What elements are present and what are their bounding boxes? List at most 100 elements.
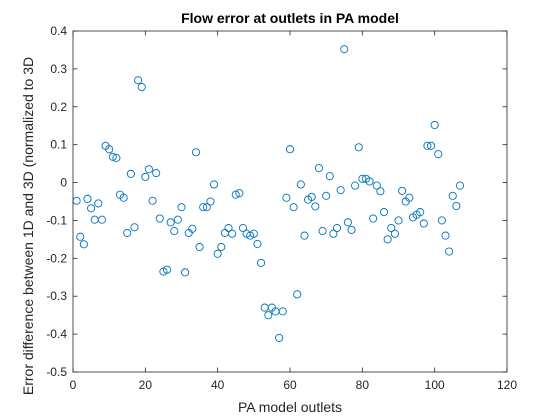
data-point bbox=[249, 229, 258, 238]
data-point bbox=[307, 192, 316, 202]
data-point bbox=[325, 172, 334, 181]
data-point bbox=[220, 228, 229, 237]
x-tick-label: 20 bbox=[139, 378, 153, 392]
y-tick-label: 0 bbox=[60, 176, 67, 190]
data-point bbox=[347, 225, 356, 234]
data-point bbox=[372, 181, 381, 190]
data-point bbox=[278, 307, 287, 316]
data-point bbox=[119, 193, 128, 202]
y-tick-label: -0.3 bbox=[46, 289, 67, 303]
data-point bbox=[191, 148, 201, 157]
data-point bbox=[123, 228, 132, 237]
data-point bbox=[351, 181, 360, 190]
data-point bbox=[105, 145, 114, 154]
data-point bbox=[332, 223, 342, 233]
data-point bbox=[369, 214, 378, 223]
y-tick-label: 0.1 bbox=[50, 138, 67, 152]
x-tick-label: 100 bbox=[425, 378, 445, 392]
data-point bbox=[394, 216, 403, 225]
data-point bbox=[405, 193, 414, 202]
data-point bbox=[257, 258, 266, 267]
data-point bbox=[285, 145, 295, 154]
data-point bbox=[141, 172, 150, 181]
x-tick-label: 120 bbox=[497, 378, 517, 392]
y-tick-label: -0.2 bbox=[46, 251, 67, 265]
x-tick-label: 80 bbox=[356, 378, 370, 392]
data-point bbox=[387, 223, 396, 233]
data-point bbox=[275, 333, 284, 342]
data-point bbox=[87, 204, 96, 213]
data-point bbox=[173, 215, 182, 224]
data-point bbox=[311, 202, 320, 211]
data-point bbox=[329, 229, 338, 238]
data-point bbox=[383, 235, 392, 244]
y-tick-label: 0.2 bbox=[50, 100, 67, 114]
y-tick-label: -0.5 bbox=[46, 365, 67, 379]
data-point bbox=[358, 174, 367, 183]
data-point bbox=[228, 229, 237, 238]
data-point bbox=[430, 120, 439, 130]
data-point bbox=[314, 164, 323, 173]
data-point bbox=[238, 223, 248, 233]
data-point bbox=[452, 201, 461, 211]
data-point bbox=[112, 153, 121, 162]
y-tick-label: -0.4 bbox=[46, 327, 67, 341]
data-point bbox=[195, 242, 204, 252]
data-point bbox=[162, 265, 172, 274]
data-point bbox=[137, 83, 146, 92]
data-point bbox=[354, 143, 363, 152]
data-point bbox=[289, 203, 298, 212]
plot-area-box bbox=[72, 30, 508, 373]
data-point bbox=[455, 181, 465, 190]
data-point bbox=[170, 227, 179, 236]
data-point bbox=[148, 196, 157, 205]
data-point bbox=[231, 190, 240, 199]
axis-ticks: 0 20 40 60 80 100 120 -0.5 -0.4 -0.3 -0.2 -0.1 0 0.1 0… bbox=[46, 24, 517, 392]
data-point bbox=[126, 169, 135, 178]
data-point bbox=[90, 215, 99, 224]
y-axis-label: Error difference between 1D and 3D (norm… bbox=[20, 57, 36, 395]
data-point bbox=[343, 218, 352, 227]
chart-title: Flow error at outlets in PA model bbox=[181, 10, 399, 26]
data-points bbox=[72, 45, 465, 342]
data-point bbox=[134, 76, 143, 85]
data-point bbox=[423, 141, 432, 150]
data-point bbox=[419, 219, 428, 228]
data-point bbox=[144, 165, 153, 174]
data-point bbox=[94, 199, 103, 208]
data-point bbox=[282, 193, 291, 202]
data-point bbox=[437, 216, 446, 225]
data-point bbox=[199, 203, 208, 212]
data-point bbox=[264, 311, 273, 320]
data-point bbox=[97, 215, 106, 224]
data-point bbox=[379, 208, 389, 217]
data-point bbox=[390, 229, 399, 238]
data-point bbox=[445, 247, 454, 256]
y-tick-label: 0.3 bbox=[50, 62, 67, 76]
y-tick-label: 0.4 bbox=[50, 24, 67, 38]
data-point bbox=[72, 196, 81, 205]
data-point bbox=[416, 208, 425, 217]
x-axis-label: PA model outlets bbox=[238, 399, 342, 415]
data-point bbox=[318, 227, 327, 236]
data-point bbox=[293, 290, 302, 299]
data-point bbox=[202, 203, 211, 212]
x-tick-label: 0 bbox=[70, 378, 77, 392]
data-point bbox=[340, 45, 349, 54]
x-tick-label: 40 bbox=[211, 378, 225, 392]
data-point bbox=[224, 223, 233, 233]
y-tick-label: -0.1 bbox=[46, 213, 67, 227]
data-point bbox=[166, 218, 175, 227]
data-point bbox=[398, 186, 407, 195]
data-point bbox=[235, 189, 244, 198]
data-point bbox=[108, 152, 117, 161]
data-point bbox=[209, 180, 219, 189]
data-point bbox=[336, 186, 345, 195]
data-point bbox=[177, 203, 186, 212]
data-point bbox=[83, 194, 92, 203]
data-point bbox=[322, 191, 331, 200]
data-point bbox=[260, 303, 269, 312]
data-point bbox=[217, 242, 226, 252]
data-point bbox=[365, 177, 374, 186]
